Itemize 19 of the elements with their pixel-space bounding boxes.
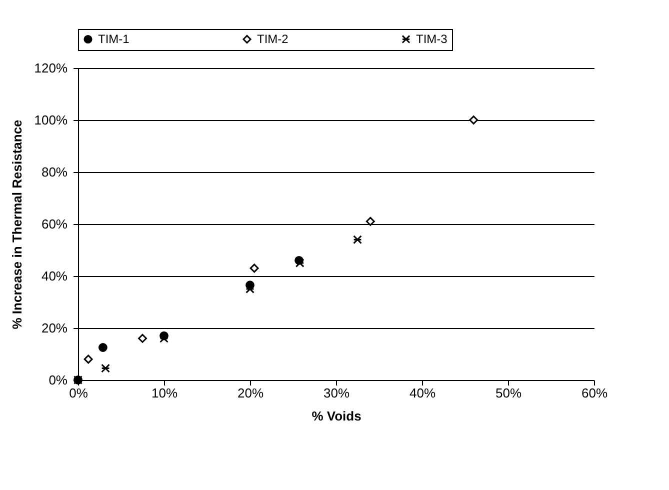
y-tick-label: 80%	[41, 164, 68, 180]
x-tick-label: 20%	[237, 386, 264, 400]
y-tick-label: 120%	[34, 60, 68, 76]
x-tick-label: 50%	[495, 386, 522, 400]
x-tick-label: 10%	[151, 386, 178, 400]
x-axis-title: % Voids	[312, 408, 362, 424]
y-tick-label: 40%	[41, 268, 68, 284]
x-tick-label: 60%	[581, 386, 608, 400]
y-tick-label: 0%	[48, 372, 68, 388]
legend-label: TIM-1	[98, 32, 130, 46]
legend-label: TIM-2	[257, 32, 289, 46]
x-tick-label: 40%	[409, 386, 436, 400]
y-tick-label: 100%	[34, 112, 68, 128]
x-tick-label: 0%	[69, 386, 88, 400]
x-tick-label: 30%	[323, 386, 350, 400]
y-tick-label: 60%	[41, 216, 68, 232]
legend-label: TIM-3	[416, 32, 448, 46]
y-axis-title: % Increase in Thermal Resistance	[9, 120, 24, 330]
y-tick-label: 20%	[41, 320, 68, 336]
